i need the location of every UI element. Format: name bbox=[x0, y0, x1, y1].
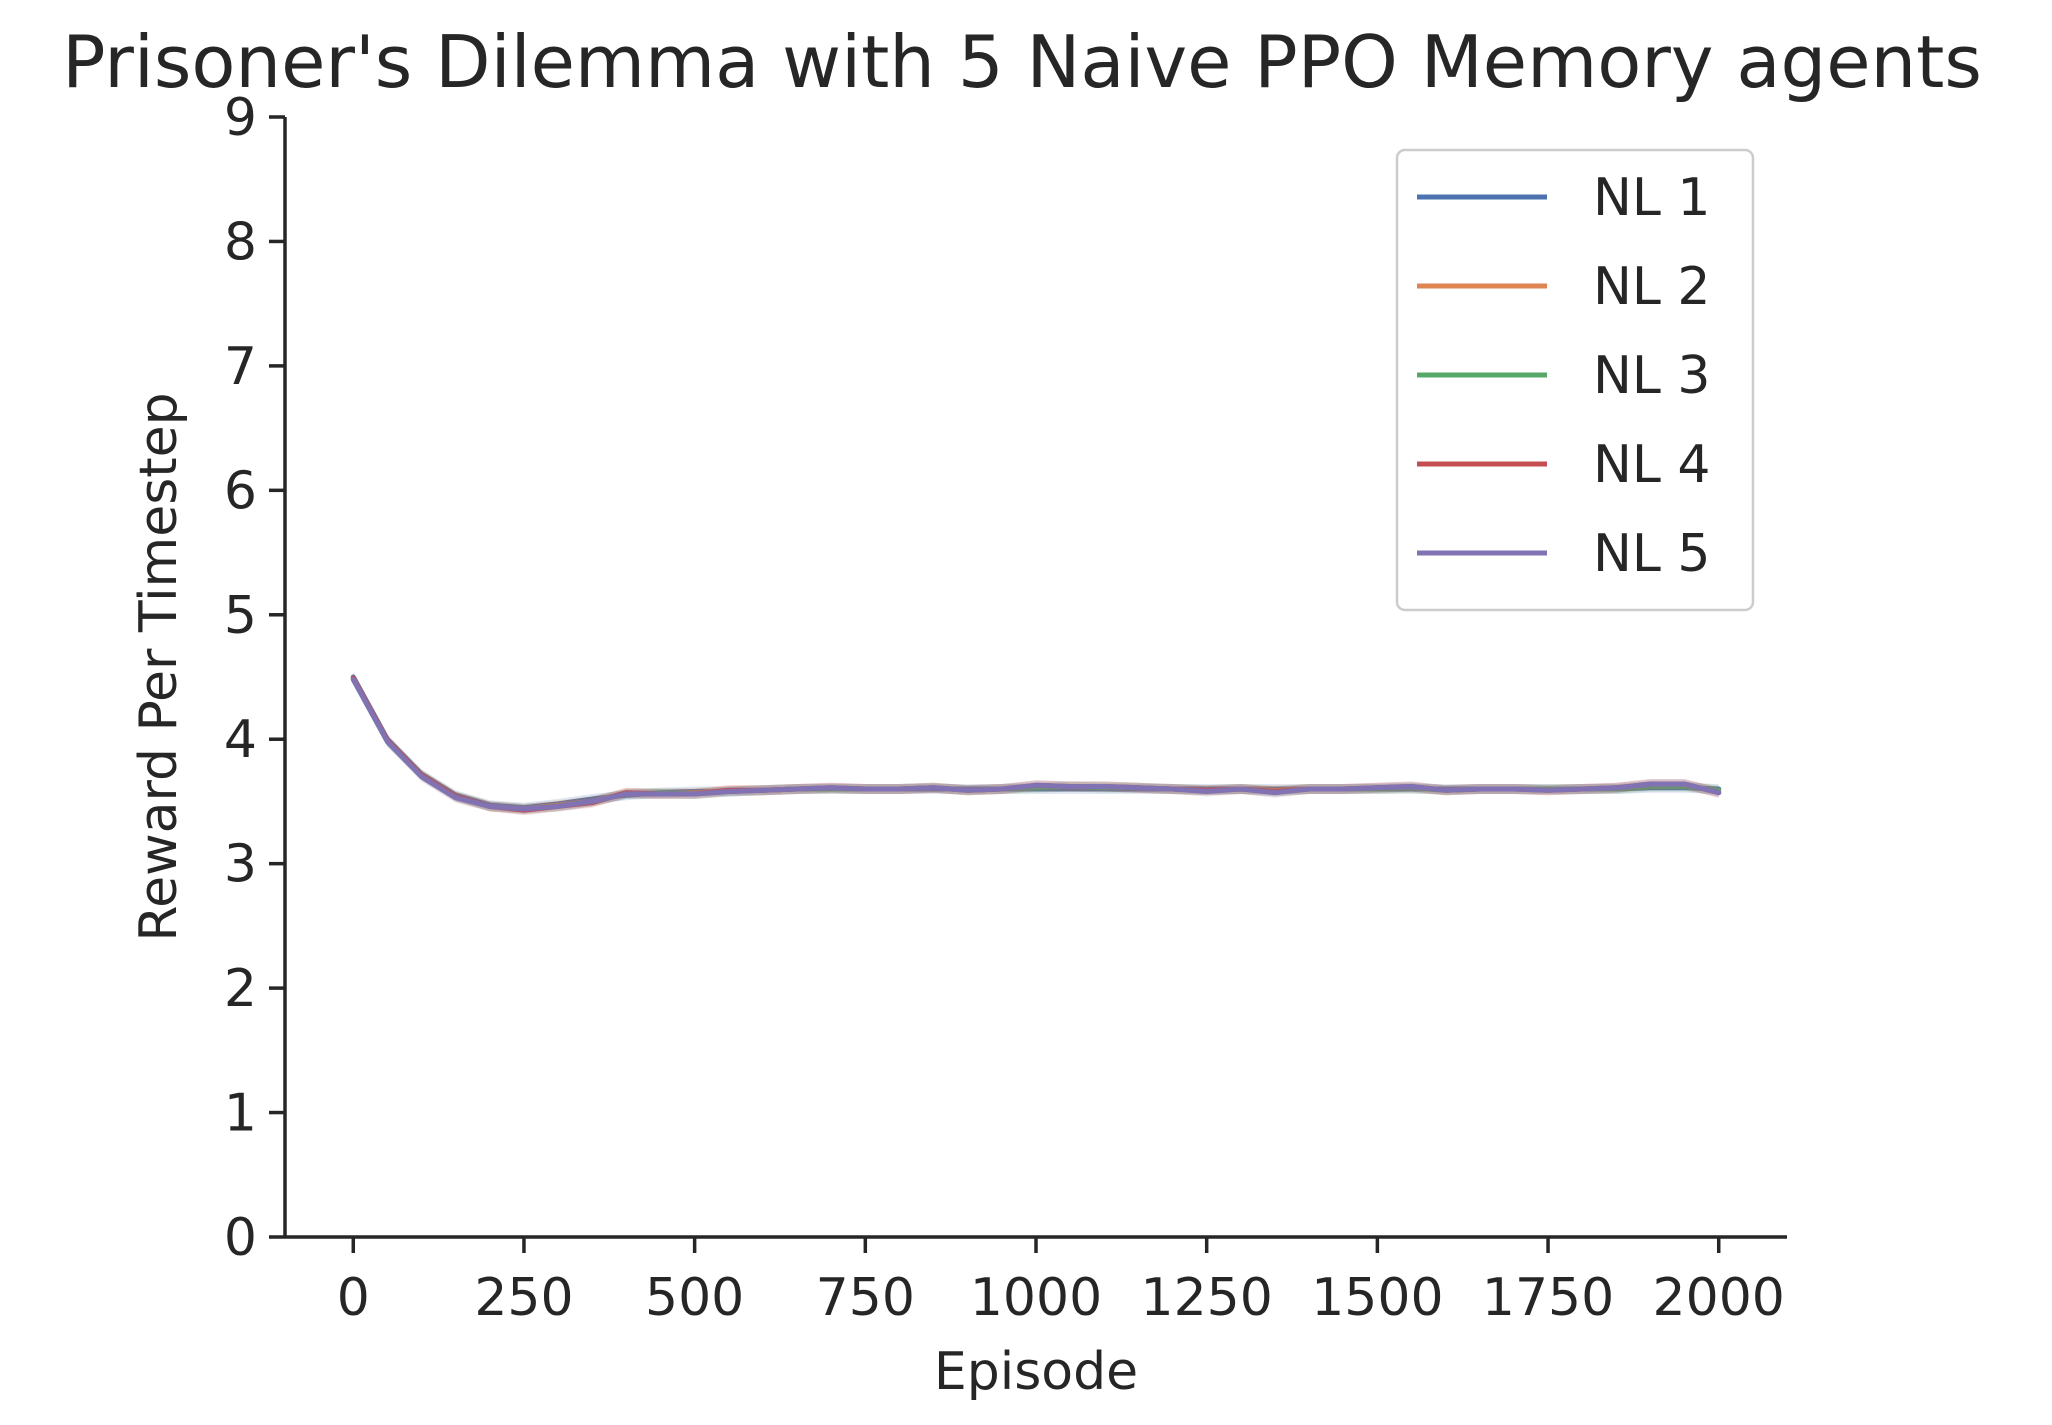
x-tick-label: 1500 bbox=[1311, 1268, 1443, 1328]
series-line-nl-5 bbox=[350, 677, 1722, 812]
legend-label-nl-3: NL 3 bbox=[1593, 346, 1710, 406]
x-tick-label: 1750 bbox=[1482, 1268, 1614, 1328]
y-tick-label: 6 bbox=[224, 461, 257, 521]
y-tick-label: 5 bbox=[224, 586, 257, 646]
legend-label-nl-4: NL 4 bbox=[1593, 435, 1710, 495]
y-tick-label: 7 bbox=[224, 337, 257, 397]
y-axis-label: Reward Per Timestep bbox=[129, 392, 189, 941]
legend-label-nl-5: NL 5 bbox=[1593, 524, 1710, 584]
legend-label-nl-2: NL 2 bbox=[1593, 257, 1710, 317]
x-tick-label: 2000 bbox=[1653, 1268, 1785, 1328]
y-tick-label: 9 bbox=[224, 88, 257, 148]
y-tick-label: 4 bbox=[224, 710, 257, 770]
legend: NL 1 NL 2 NL 3 NL 4 NL 5 bbox=[1395, 148, 1755, 612]
x-tick-label: 1250 bbox=[1141, 1268, 1273, 1328]
x-tick-label: 250 bbox=[474, 1268, 573, 1328]
x-tick-label: 1000 bbox=[970, 1268, 1102, 1328]
chart-title: Prisoner's Dilemma with 5 Naive PPO Memo… bbox=[62, 20, 1982, 104]
y-tick-label: 3 bbox=[224, 835, 257, 895]
x-tick-label: 0 bbox=[337, 1268, 370, 1328]
y-tick-label: 0 bbox=[224, 1208, 257, 1268]
x-tick-label: 500 bbox=[645, 1268, 744, 1328]
y-tick-label: 8 bbox=[224, 212, 257, 272]
y-tick-label: 1 bbox=[224, 1084, 257, 1144]
legend-frame bbox=[1395, 148, 1755, 612]
x-tick-label: 750 bbox=[816, 1268, 915, 1328]
x-axis-label: Episode bbox=[934, 1342, 1138, 1402]
legend-label-nl-1: NL 1 bbox=[1593, 168, 1710, 228]
plot-area: 0 1 2 3 4 5 6 7 8 9 0 250 500 750 1000 1250 1500 1750 2000 bbox=[224, 88, 1787, 1328]
y-tick-label: 2 bbox=[224, 959, 257, 1019]
